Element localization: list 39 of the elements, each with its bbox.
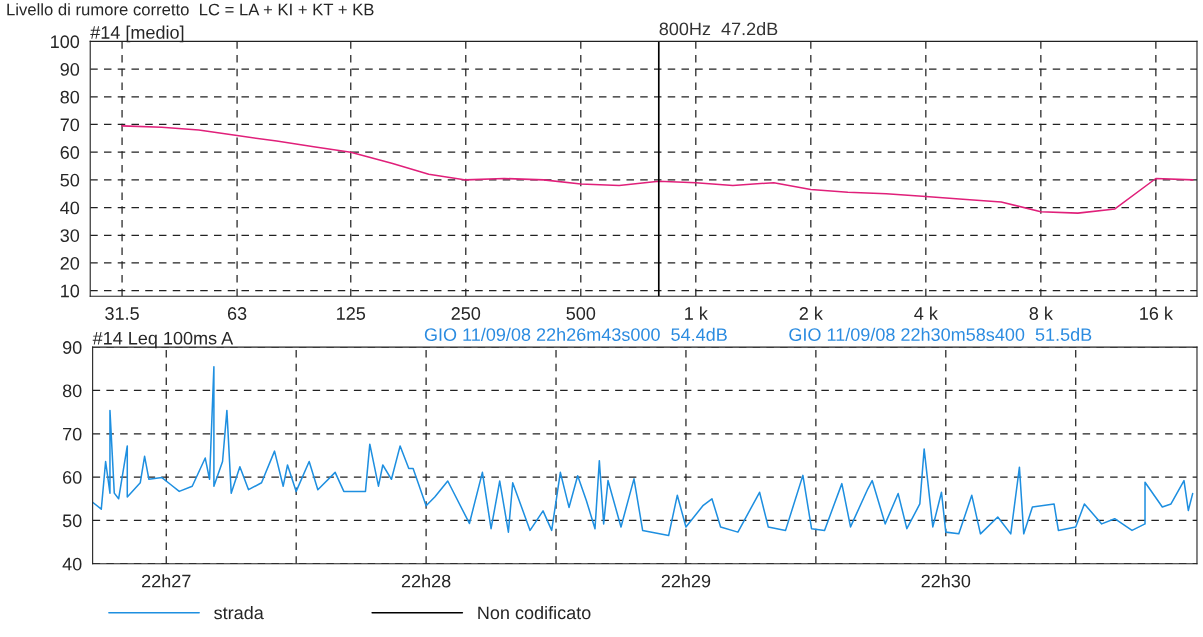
- x-tick-label: 31.5: [105, 307, 139, 320]
- x-tick-label: 2 k: [799, 306, 823, 320]
- y-tick-label: 90: [60, 63, 80, 76]
- y-tick-label: 20: [60, 256, 80, 270]
- x-tick-label: 22h28: [401, 574, 451, 588]
- y-tick-label: 90: [62, 341, 82, 354]
- text: Livello di rumore corretto LC = LA + KI + KT + KB: [7, 3, 374, 16]
- x-tick-label: 22h30: [921, 574, 971, 588]
- legend-label: Non codificato: [478, 605, 591, 620]
- x-tick-label: 500: [566, 307, 596, 320]
- y-tick-label: 10: [61, 284, 80, 298]
- x-tick-label: 125: [337, 307, 366, 320]
- y-tick-label: 80: [62, 384, 82, 398]
- y-tick-label: 40: [62, 557, 82, 571]
- x-tick-label: 63: [227, 307, 247, 320]
- text: GIO 11/09/08 22h26m43s000 54.4dB: [424, 327, 727, 341]
- y-tick-label: 30: [60, 229, 80, 242]
- y-tick-label: 60: [60, 146, 80, 159]
- x-tick-label: 22h27: [142, 574, 191, 588]
- y-tick-label: 50: [60, 173, 80, 187]
- chart-title: #14 Leq 100ms A: [92, 331, 234, 349]
- text: GIO 11/09/08 22h30m58s400 51.5dB: [789, 327, 1092, 341]
- y-tick-label: 70: [63, 427, 82, 441]
- x-tick-label: 8 k: [1029, 306, 1053, 320]
- y-tick-label: 50: [62, 514, 82, 528]
- x-tick-label: 22h29: [661, 574, 711, 588]
- legend-label: strada: [214, 605, 264, 620]
- line-series: [121, 125, 1194, 214]
- y-tick-label: 100: [51, 35, 80, 49]
- y-tick-label: 70: [60, 118, 80, 132]
- ref-line-label: 800Hz 47.2dB: [659, 22, 778, 36]
- x-tick-label: 1 k: [685, 306, 708, 320]
- y-tick-label: 40: [60, 201, 80, 215]
- x-tick-label: 250: [451, 307, 481, 320]
- chart-title: #14 [medio]: [90, 25, 184, 43]
- x-tick-label: 4 k: [914, 306, 938, 320]
- y-tick-label: 60: [63, 471, 82, 484]
- x-tick-label: 16 k: [1140, 306, 1173, 320]
- y-tick-label: 80: [60, 90, 80, 104]
